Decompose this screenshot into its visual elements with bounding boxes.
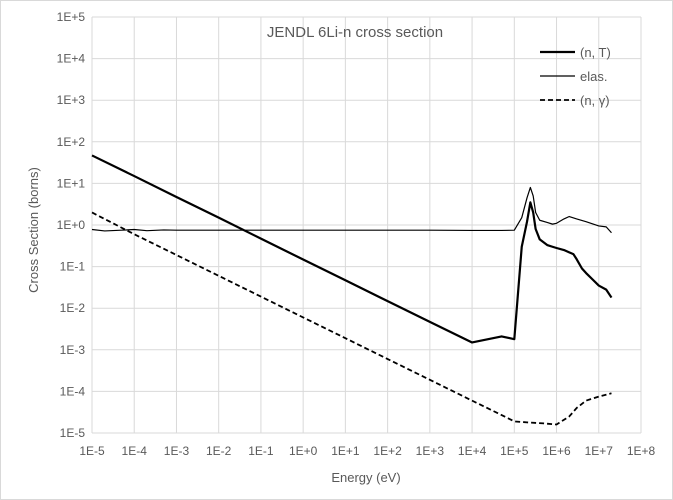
y-tick-label: 1E+5 xyxy=(57,10,86,24)
y-tick-label: 1E+0 xyxy=(57,218,86,232)
series-line-2 xyxy=(91,186,612,234)
x-axis-title: Energy (eV) xyxy=(331,470,400,485)
x-tick-label: 1E+3 xyxy=(416,444,445,458)
x-tick-label: 1E+2 xyxy=(373,444,402,458)
legend: (n, T) elas. (n, γ) xyxy=(540,45,611,108)
x-tick-label: 1E+4 xyxy=(458,444,487,458)
y-tick-label: 1E-1 xyxy=(60,260,86,274)
series-line-3 xyxy=(91,211,612,426)
chart-title: JENDL 6Li-n cross section xyxy=(267,24,443,41)
y-tick-label: 1E-2 xyxy=(60,301,86,315)
y-tick-label: 1E+4 xyxy=(57,52,86,66)
x-tick-label: 1E-4 xyxy=(122,444,148,458)
x-tick-label: 1E-1 xyxy=(248,444,274,458)
y-tick-label: 1E-5 xyxy=(60,426,86,440)
legend-label-2: elas. xyxy=(580,69,607,84)
legend-label-3: (n, γ) xyxy=(580,93,610,108)
y-tick-label: 1E+3 xyxy=(57,93,86,107)
y-axis-title: Cross Section (borns) xyxy=(26,167,41,293)
y-tick-label: 1E+1 xyxy=(57,176,86,190)
y-tick-label: 1E+2 xyxy=(57,135,86,149)
y-tick-label: 1E-4 xyxy=(60,384,86,398)
x-tick-label: 1E+1 xyxy=(331,444,360,458)
x-tick-label: 1E-3 xyxy=(164,444,190,458)
x-tick-label: 1E-2 xyxy=(206,444,232,458)
legend-label-1: (n, T) xyxy=(580,45,611,60)
x-tick-label: 1E+7 xyxy=(585,444,614,458)
x-tick-label: 1E-5 xyxy=(79,444,105,458)
series-line-1 xyxy=(91,154,613,344)
x-tick-label: 1E+8 xyxy=(627,444,656,458)
x-tick-label: 1E+0 xyxy=(289,444,318,458)
tick-labels: 1E-5 1E-4 1E-3 1E-2 1E-1 1E+0 1E+1 1E+2 1E+3 1E+4… xyxy=(57,10,656,458)
series xyxy=(91,154,613,426)
x-tick-label: 1E+5 xyxy=(500,444,529,458)
y-tick-label: 1E-3 xyxy=(60,343,86,357)
x-tick-label: 1E+6 xyxy=(542,444,571,458)
